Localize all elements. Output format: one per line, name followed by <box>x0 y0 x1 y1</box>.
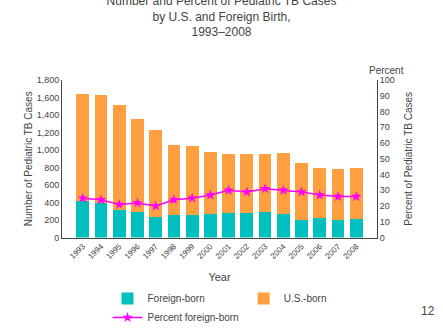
svg-text:600: 600 <box>44 180 59 190</box>
svg-text:Percent: Percent <box>369 65 404 76</box>
svg-text:80: 80 <box>380 107 390 117</box>
svg-text:40: 40 <box>380 170 390 180</box>
svg-text:U.S.-born: U.S.-born <box>284 293 327 304</box>
svg-text:400: 400 <box>44 198 59 208</box>
svg-text:Percent of Pediatric TB Cases: Percent of Pediatric TB Cases <box>403 92 414 226</box>
svg-text:Foreign-born: Foreign-born <box>148 293 205 304</box>
svg-text:0: 0 <box>54 233 59 243</box>
svg-text:1997: 1997 <box>141 242 160 261</box>
svg-text:1998: 1998 <box>159 242 178 261</box>
svg-text:12: 12 <box>421 304 435 318</box>
svg-text:2005: 2005 <box>287 242 306 261</box>
svg-text:1993: 1993 <box>68 242 87 261</box>
svg-text:Year: Year <box>208 271 231 283</box>
svg-text:2008: 2008 <box>342 242 361 261</box>
svg-text:Number and Percent of Pediatri: Number and Percent of Pediatric TB Cases… <box>107 0 337 39</box>
svg-text:1996: 1996 <box>123 242 142 261</box>
svg-text:1,000: 1,000 <box>37 145 60 155</box>
svg-text:2001: 2001 <box>214 242 233 261</box>
svg-text:Number of Pediatric TB Cases: Number of Pediatric TB Cases <box>23 91 34 226</box>
svg-text:10: 10 <box>380 217 390 227</box>
svg-text:2003: 2003 <box>250 242 269 261</box>
svg-text:60: 60 <box>380 138 390 148</box>
svg-text:Percent foreign-born: Percent foreign-born <box>148 312 239 323</box>
svg-text:200: 200 <box>44 215 59 225</box>
svg-text:20: 20 <box>380 201 390 211</box>
svg-text:50: 50 <box>380 154 390 164</box>
svg-text:2006: 2006 <box>305 242 324 261</box>
svg-text:70: 70 <box>380 122 390 132</box>
svg-text:30: 30 <box>380 185 390 195</box>
svg-text:1,600: 1,600 <box>37 93 60 103</box>
svg-text:2007: 2007 <box>323 242 342 261</box>
svg-text:1999: 1999 <box>177 242 196 261</box>
svg-text:90: 90 <box>380 91 390 101</box>
svg-text:2004: 2004 <box>269 242 288 261</box>
svg-text:1994: 1994 <box>86 242 105 261</box>
svg-text:100: 100 <box>380 75 395 85</box>
svg-text:1,200: 1,200 <box>37 128 60 138</box>
svg-text:0: 0 <box>380 233 385 243</box>
svg-text:800: 800 <box>44 163 59 173</box>
svg-text:1,800: 1,800 <box>37 75 60 85</box>
svg-text:1,400: 1,400 <box>37 110 60 120</box>
svg-text:1995: 1995 <box>105 242 124 261</box>
svg-text:2000: 2000 <box>196 242 215 261</box>
svg-text:2002: 2002 <box>232 242 251 261</box>
